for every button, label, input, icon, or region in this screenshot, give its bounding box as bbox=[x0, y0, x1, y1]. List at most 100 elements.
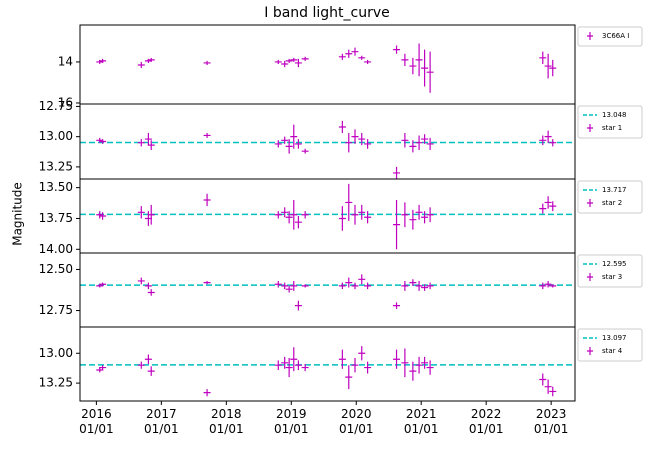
error-point bbox=[294, 139, 302, 149]
error-point bbox=[274, 140, 282, 148]
error-point bbox=[345, 365, 353, 390]
error-point bbox=[539, 373, 547, 386]
legend-box bbox=[577, 180, 643, 214]
error-point bbox=[401, 53, 409, 67]
error-point bbox=[203, 133, 211, 138]
legend-box bbox=[577, 328, 643, 362]
error-point bbox=[358, 204, 366, 220]
error-point bbox=[338, 206, 346, 231]
axes-background bbox=[80, 104, 575, 179]
error-point bbox=[144, 282, 152, 290]
error-point bbox=[421, 211, 429, 224]
error-point bbox=[351, 204, 359, 225]
error-point bbox=[294, 360, 302, 370]
axes-background bbox=[80, 25, 575, 104]
error-point bbox=[345, 277, 353, 288]
error-point bbox=[426, 51, 434, 93]
error-point bbox=[421, 356, 429, 369]
x-tick-label: 2018 01/01 bbox=[209, 407, 244, 436]
error-point bbox=[393, 45, 401, 54]
error-point bbox=[203, 280, 211, 285]
error-point bbox=[281, 282, 289, 290]
error-point bbox=[364, 361, 372, 374]
error-point bbox=[294, 300, 302, 311]
error-point bbox=[290, 57, 298, 62]
legend-marker bbox=[587, 32, 593, 40]
error-point bbox=[358, 274, 366, 285]
error-point bbox=[144, 133, 152, 146]
error-point bbox=[351, 129, 359, 144]
y-tick-label: 13.75 bbox=[39, 211, 73, 225]
error-point bbox=[364, 139, 372, 149]
error-point bbox=[426, 207, 434, 223]
error-point bbox=[99, 139, 107, 144]
error-point bbox=[203, 389, 211, 397]
error-point bbox=[544, 379, 552, 394]
error-point bbox=[409, 279, 417, 286]
error-point bbox=[338, 282, 346, 290]
error-point bbox=[421, 134, 429, 144]
error-point bbox=[409, 57, 417, 75]
error-point bbox=[147, 140, 155, 150]
error-point bbox=[274, 360, 282, 370]
plot-area bbox=[80, 346, 575, 397]
error-point bbox=[274, 59, 282, 64]
error-point bbox=[415, 43, 423, 77]
legend-label: star 2 bbox=[602, 199, 622, 207]
error-point bbox=[409, 361, 417, 381]
error-point bbox=[301, 364, 309, 372]
plot-area bbox=[80, 183, 575, 250]
error-point bbox=[137, 139, 145, 147]
error-point bbox=[290, 124, 298, 149]
error-point bbox=[137, 61, 145, 69]
error-point bbox=[401, 202, 409, 228]
error-point bbox=[290, 199, 298, 230]
error-point bbox=[549, 386, 557, 397]
y-tick-label: 14 bbox=[58, 54, 73, 68]
error-point bbox=[137, 361, 145, 369]
error-point bbox=[147, 204, 155, 225]
y-tick-label: 13.50 bbox=[39, 180, 73, 194]
error-point bbox=[539, 51, 547, 64]
error-point bbox=[294, 58, 302, 68]
error-point bbox=[301, 284, 309, 288]
error-point bbox=[285, 139, 293, 154]
legend-label: 13.097 bbox=[602, 334, 627, 342]
error-point bbox=[147, 289, 155, 296]
legend-label: 13.048 bbox=[602, 111, 627, 119]
error-point bbox=[290, 280, 298, 291]
error-point bbox=[294, 216, 302, 229]
legend-label: 13.717 bbox=[602, 186, 627, 194]
error-point bbox=[290, 347, 298, 372]
error-point bbox=[401, 280, 409, 291]
error-point bbox=[281, 136, 289, 144]
error-point bbox=[415, 356, 423, 374]
error-point bbox=[401, 133, 409, 148]
legend-marker bbox=[587, 124, 593, 132]
error-point bbox=[338, 120, 346, 134]
axes-frame bbox=[79, 326, 576, 402]
error-point bbox=[345, 133, 353, 153]
error-point bbox=[281, 207, 289, 218]
error-point bbox=[99, 58, 107, 63]
y-tick-label: 13.00 bbox=[39, 346, 73, 360]
legend-label: 12.595 bbox=[602, 260, 627, 268]
error-point bbox=[409, 140, 417, 153]
error-point bbox=[364, 282, 372, 290]
plot-area bbox=[80, 274, 575, 311]
x-tick-label: 2016 01/01 bbox=[79, 407, 114, 436]
error-point bbox=[301, 211, 309, 219]
error-point bbox=[401, 348, 409, 378]
error-point bbox=[393, 166, 401, 179]
y-tick-label: 13.25 bbox=[39, 376, 73, 390]
error-point bbox=[137, 206, 145, 219]
error-point bbox=[415, 280, 423, 291]
error-point bbox=[351, 47, 359, 56]
error-point bbox=[351, 282, 359, 290]
error-point bbox=[415, 204, 423, 220]
error-point bbox=[358, 55, 366, 60]
y-tick-label: 13.25 bbox=[39, 159, 73, 173]
x-tick-label: 2017 01/01 bbox=[144, 407, 179, 436]
error-point bbox=[345, 49, 353, 58]
axes-background bbox=[80, 327, 575, 401]
